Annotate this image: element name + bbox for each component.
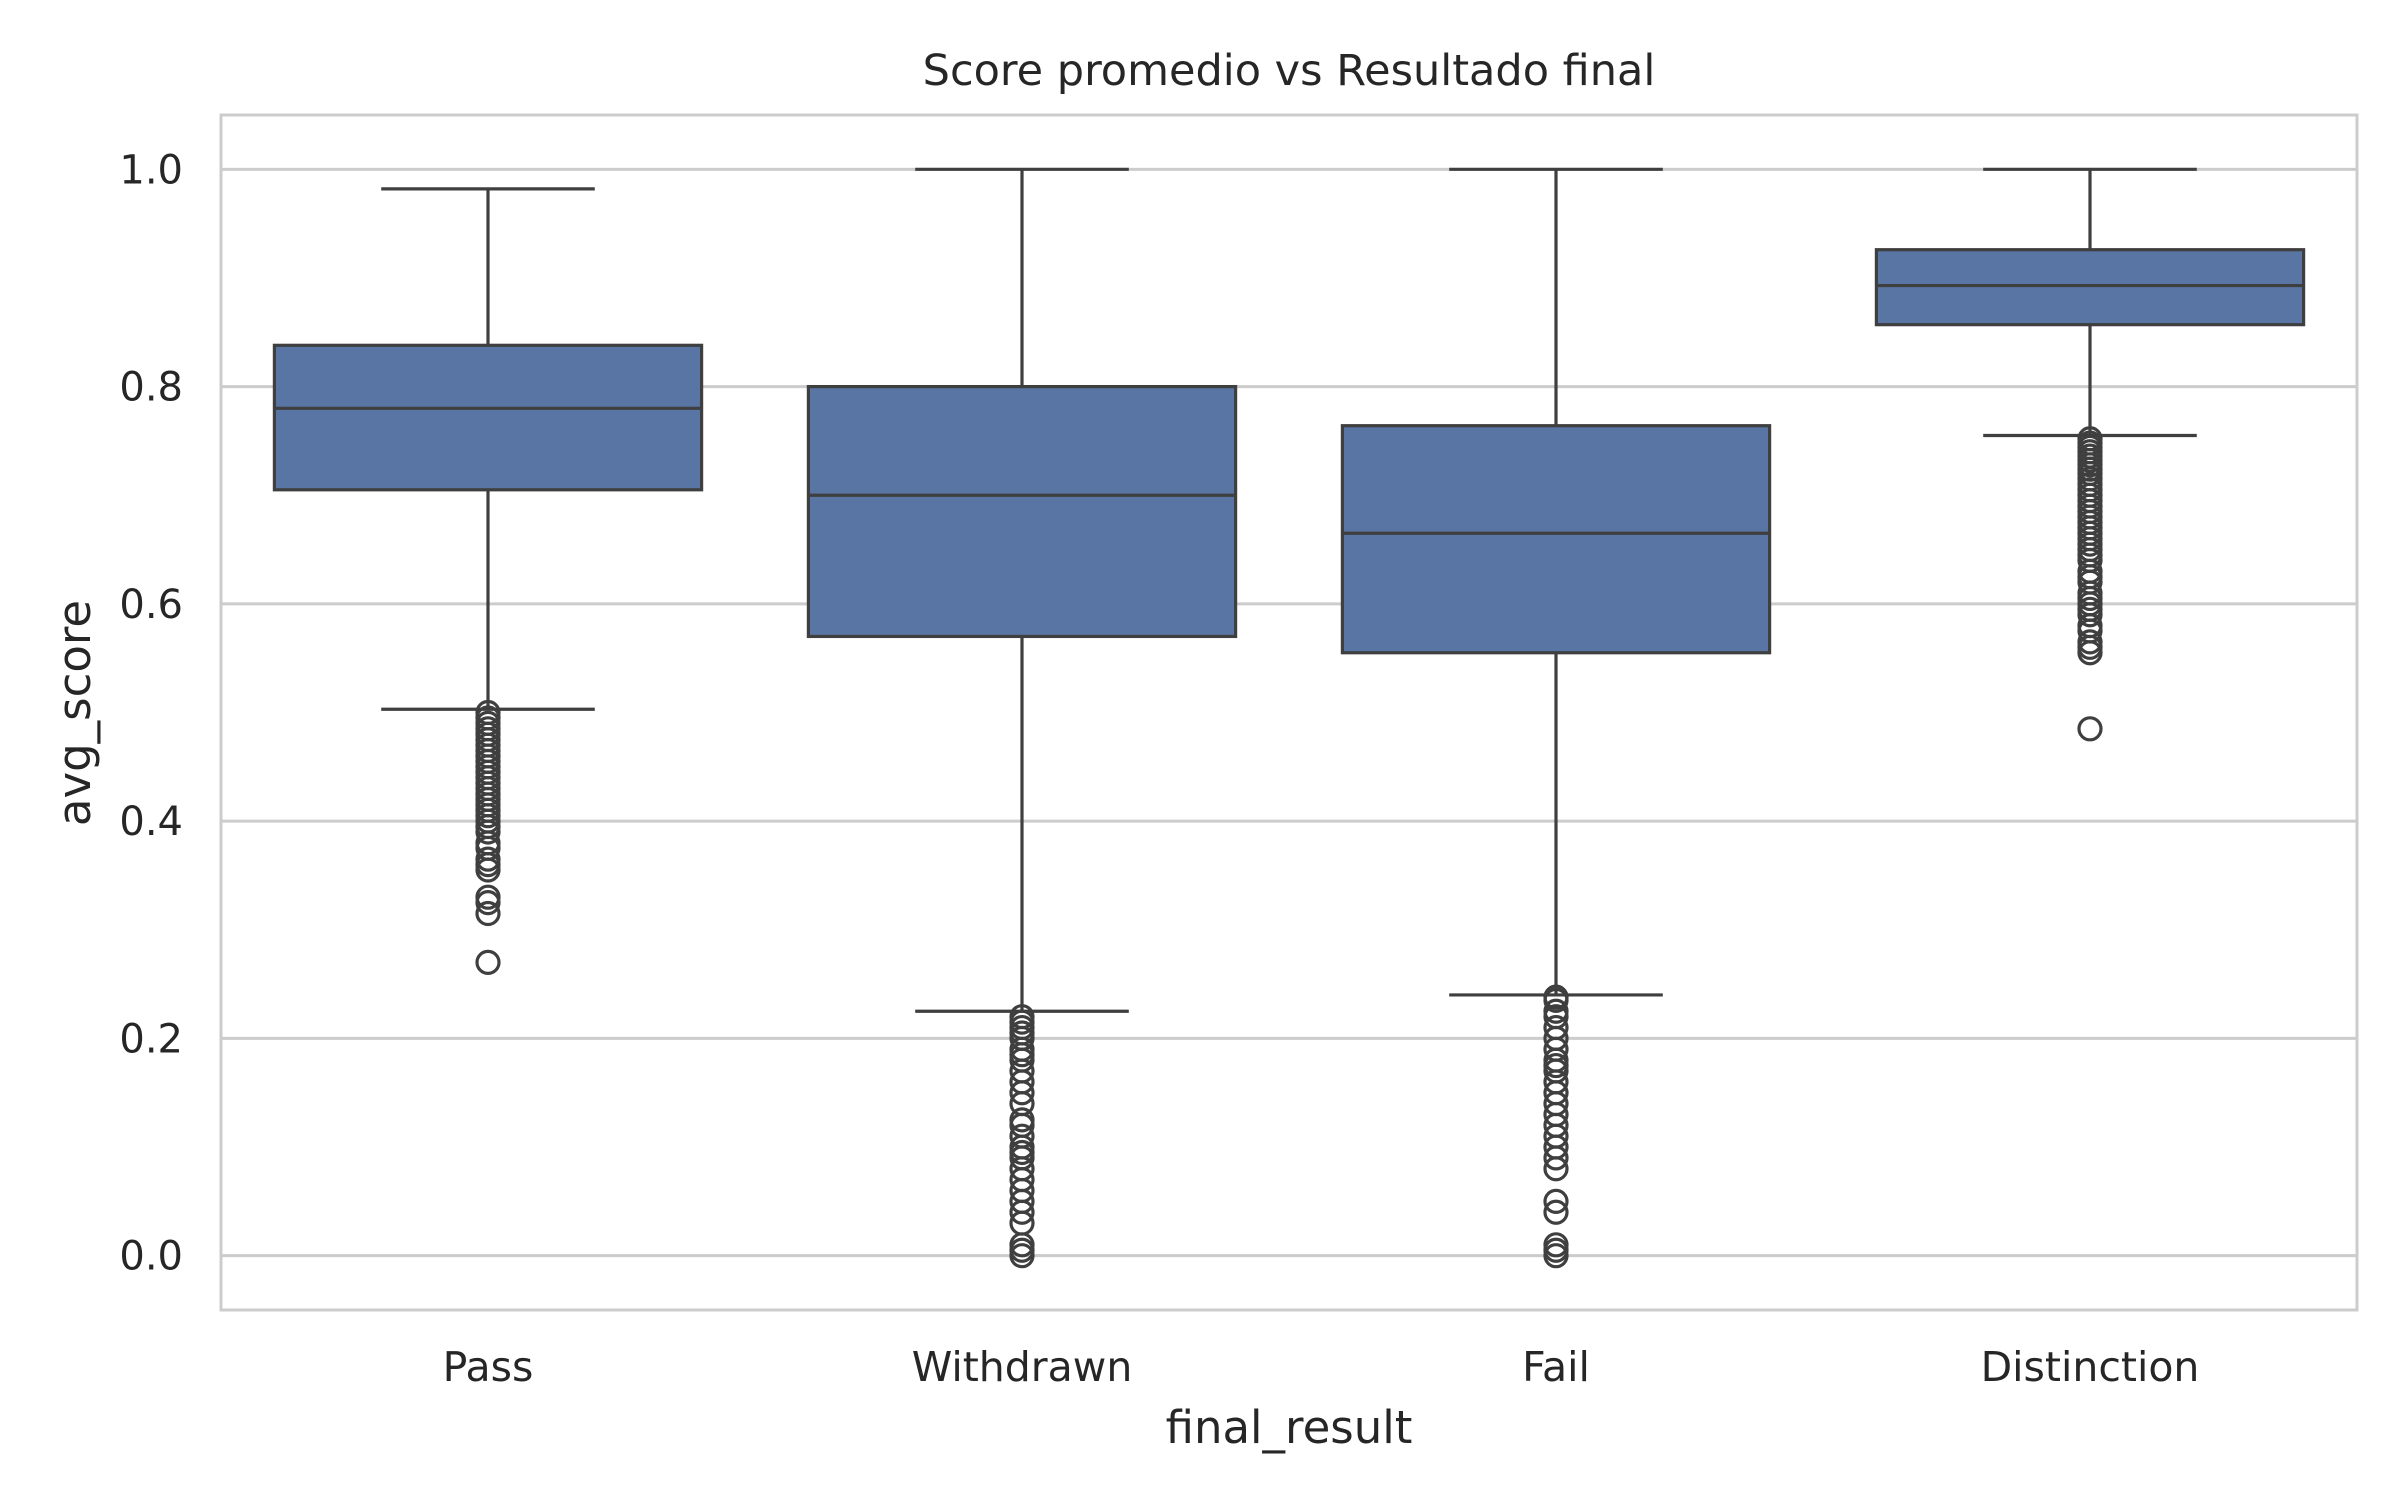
outlier-point [2077, 602, 2103, 628]
x-tick-label: Pass [443, 1343, 534, 1391]
box-group-fail [1340, 167, 1772, 1269]
outlier-point [1543, 1199, 1569, 1225]
y-tick-label: 0.2 [119, 1016, 183, 1062]
outlier-point [475, 819, 501, 845]
box-group-distinction [1874, 167, 2306, 742]
outlier-point [1543, 1156, 1569, 1182]
plot-frame [219, 113, 2359, 1312]
x-tick-label: Distinction [1981, 1343, 2200, 1391]
y-tick-label: 0.6 [119, 582, 183, 628]
x-axis-label: final_result [1166, 1401, 1413, 1454]
outlier-point [475, 900, 501, 927]
y-tick-label: 0.4 [119, 799, 183, 845]
box-iqr [272, 343, 704, 492]
y-axis: 0.0 0.2 0.4 0.6 0.8 1.0 [119, 147, 183, 1279]
outlier-point [475, 857, 501, 883]
grid-layer [221, 167, 2357, 1258]
x-axis: Pass Withdrawn Fail Distinction [443, 1343, 2200, 1391]
outlier-point [2077, 640, 2103, 666]
x-tick-label: Fail [1522, 1343, 1590, 1391]
y-tick-label: 1.0 [119, 147, 183, 193]
box-iqr [806, 384, 1238, 639]
outlier-point [475, 949, 501, 975]
y-axis-label: avg_score [48, 600, 101, 826]
box-group-withdrawn [806, 167, 1238, 1269]
outlier-point [2077, 716, 2103, 742]
x-tick-label: Withdrawn [912, 1343, 1133, 1391]
outlier-point [1543, 1243, 1569, 1269]
outlier-point [1009, 1199, 1035, 1225]
chart-title: Score promedio vs Resultado final [923, 46, 1656, 96]
box-iqr [1340, 424, 1772, 655]
box-iqr [1874, 248, 2306, 327]
box-group-pass [272, 187, 704, 975]
y-tick-label: 0.0 [119, 1234, 183, 1280]
outlier-point [1009, 1080, 1035, 1106]
outlier-point [475, 890, 501, 916]
boxes-layer [272, 167, 2306, 1269]
outlier-point [1543, 987, 1569, 1013]
y-tick-label: 0.8 [119, 365, 183, 411]
outlier-point [1009, 1243, 1035, 1269]
outlier-point [1543, 1188, 1569, 1214]
outlier-point [1543, 1145, 1569, 1171]
